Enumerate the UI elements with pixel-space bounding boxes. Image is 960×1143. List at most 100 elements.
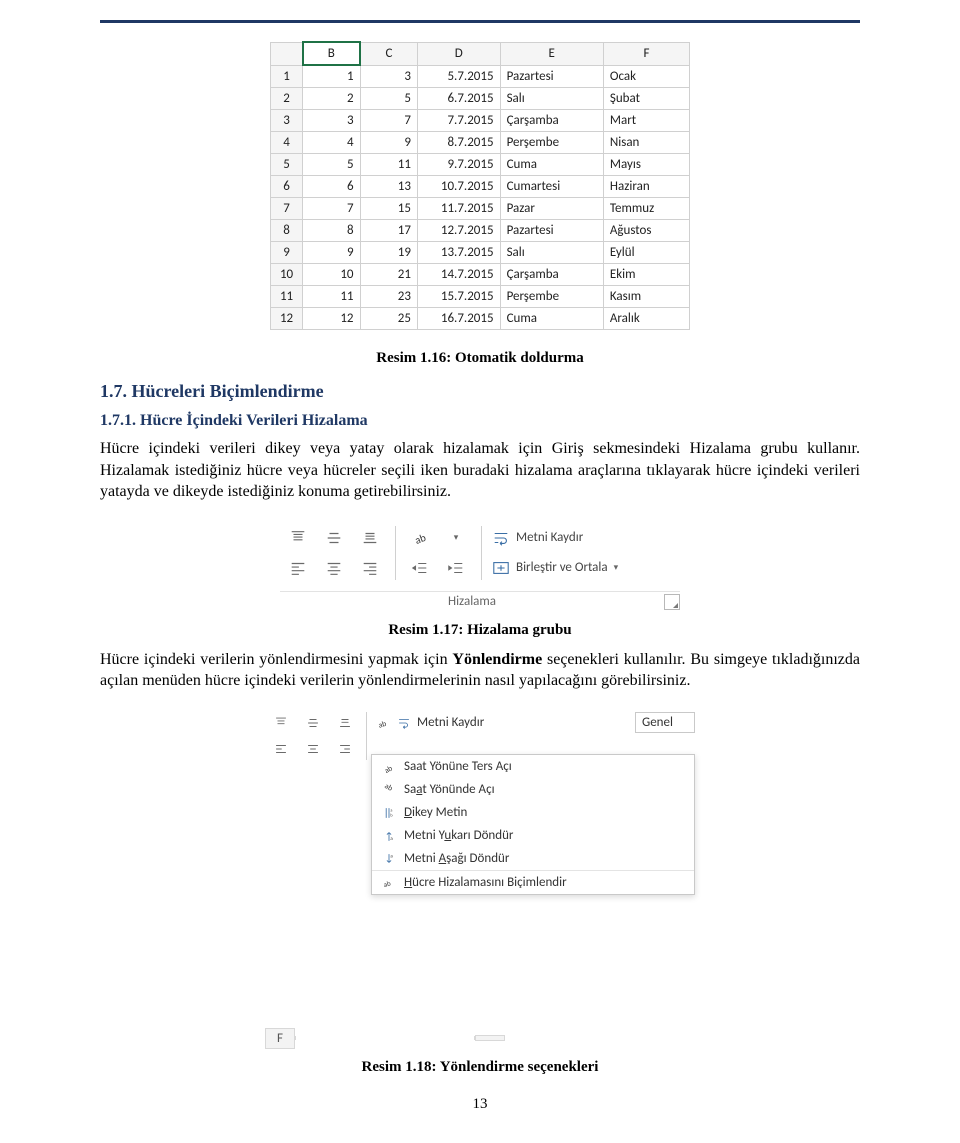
cell[interactable]: 2: [303, 88, 360, 110]
row-header[interactable]: 10: [271, 264, 303, 286]
cell[interactable]: 23: [360, 286, 417, 308]
cell[interactable]: 1: [303, 65, 360, 88]
cell[interactable]: 6.7.2015: [417, 88, 500, 110]
col-header-empty[interactable]: [271, 42, 303, 65]
cell[interactable]: Perşembe: [500, 132, 603, 154]
menu-rotate-down[interactable]: a Metni Aşağı Döndür: [372, 847, 694, 870]
menu-format-cell-alignment[interactable]: ab Hücre Hizalamasını Biçimlendir: [372, 870, 694, 894]
orientation-main-button[interactable]: ab: [371, 716, 395, 730]
orientation-button[interactable]: ab: [402, 525, 438, 551]
cell[interactable]: 8: [303, 220, 360, 242]
cell[interactable]: 25: [360, 308, 417, 330]
cell[interactable]: Haziran: [603, 176, 689, 198]
align-bottom-button-2[interactable]: [329, 716, 361, 730]
cell[interactable]: 7: [303, 198, 360, 220]
cell[interactable]: Salı: [500, 242, 603, 264]
cell[interactable]: 10: [303, 264, 360, 286]
cell[interactable]: 21: [360, 264, 417, 286]
align-left-button-2[interactable]: [265, 742, 297, 756]
row-header[interactable]: 7: [271, 198, 303, 220]
cell[interactable]: 9.7.2015: [417, 154, 500, 176]
align-middle-button-2[interactable]: [297, 716, 329, 730]
cell[interactable]: Cuma: [500, 308, 603, 330]
col-header-F[interactable]: F: [603, 42, 689, 65]
cell[interactable]: 11.7.2015: [417, 198, 500, 220]
cell[interactable]: Eylül: [603, 242, 689, 264]
cell[interactable]: Ekim: [603, 264, 689, 286]
cell[interactable]: 12.7.2015: [417, 220, 500, 242]
cell[interactable]: 8.7.2015: [417, 132, 500, 154]
cell[interactable]: Cuma: [500, 154, 603, 176]
cell[interactable]: Ocak: [603, 65, 689, 88]
cell[interactable]: 10.7.2015: [417, 176, 500, 198]
row-header[interactable]: 12: [271, 308, 303, 330]
menu-angle-ccw[interactable]: ab Saat Yönüne Ters Açı: [372, 755, 694, 778]
cell[interactable]: Ağustos: [603, 220, 689, 242]
cell[interactable]: 5: [303, 154, 360, 176]
menu-angle-cw[interactable]: ab Saat Yönünde Açı: [372, 778, 694, 801]
cell[interactable]: 17: [360, 220, 417, 242]
cell[interactable]: 5: [360, 88, 417, 110]
cell[interactable]: 9: [360, 132, 417, 154]
cell[interactable]: Pazar: [500, 198, 603, 220]
wrap-text-label[interactable]: Metni Kaydır: [514, 530, 680, 545]
row-header[interactable]: 6: [271, 176, 303, 198]
cell[interactable]: 16.7.2015: [417, 308, 500, 330]
decrease-indent-button[interactable]: [402, 555, 438, 581]
row-header[interactable]: 1: [271, 65, 303, 88]
align-bottom-button[interactable]: [352, 525, 388, 551]
cell[interactable]: 11: [303, 286, 360, 308]
align-top-button-2[interactable]: [265, 716, 297, 730]
row-header[interactable]: 4: [271, 132, 303, 154]
row-header[interactable]: 2: [271, 88, 303, 110]
menu-vertical-text[interactable]: ab Dikey Metin: [372, 801, 694, 824]
col-header-B[interactable]: B: [303, 42, 360, 65]
align-center-button-2[interactable]: [297, 742, 329, 756]
increase-indent-button[interactable]: [438, 555, 474, 581]
cell[interactable]: 3: [360, 65, 417, 88]
cell[interactable]: Nisan: [603, 132, 689, 154]
cell[interactable]: 14.7.2015: [417, 264, 500, 286]
cell[interactable]: 7.7.2015: [417, 110, 500, 132]
cell[interactable]: 19: [360, 242, 417, 264]
cell[interactable]: 4: [303, 132, 360, 154]
cell[interactable]: 12: [303, 308, 360, 330]
cell[interactable]: 13: [360, 176, 417, 198]
cell[interactable]: Pazartesi: [500, 220, 603, 242]
row-header[interactable]: 3: [271, 110, 303, 132]
cell[interactable]: Çarşamba: [500, 264, 603, 286]
col-header-D[interactable]: D: [417, 42, 500, 65]
row-header[interactable]: 11: [271, 286, 303, 308]
align-center-button[interactable]: [316, 555, 352, 581]
dialog-launcher-button[interactable]: [664, 594, 680, 610]
orientation-dropdown[interactable]: ▾: [438, 525, 474, 551]
cell[interactable]: Mart: [603, 110, 689, 132]
cell[interactable]: Cumartesi: [500, 176, 603, 198]
cell[interactable]: 11: [360, 154, 417, 176]
cell[interactable]: Perşembe: [500, 286, 603, 308]
cell[interactable]: 6: [303, 176, 360, 198]
cell[interactable]: 9: [303, 242, 360, 264]
row-header[interactable]: 9: [271, 242, 303, 264]
cell[interactable]: Çarşamba: [500, 110, 603, 132]
cell[interactable]: Salı: [500, 88, 603, 110]
cell[interactable]: 13.7.2015: [417, 242, 500, 264]
merge-center-button[interactable]: [488, 555, 514, 581]
align-left-button[interactable]: [280, 555, 316, 581]
col-header-E[interactable]: E: [500, 42, 603, 65]
cell[interactable]: 3: [303, 110, 360, 132]
cell[interactable]: 5.7.2015: [417, 65, 500, 88]
number-format-general[interactable]: Genel: [635, 712, 695, 733]
wrap-text-label-2[interactable]: Metni Kaydır: [395, 715, 635, 730]
col-header-blank-small[interactable]: [475, 1035, 505, 1041]
cell[interactable]: Mayıs: [603, 154, 689, 176]
cell[interactable]: 15.7.2015: [417, 286, 500, 308]
col-header-F-small[interactable]: F: [265, 1028, 295, 1049]
cell[interactable]: Aralık: [603, 308, 689, 330]
row-header[interactable]: 8: [271, 220, 303, 242]
cell[interactable]: Temmuz: [603, 198, 689, 220]
align-right-button-2[interactable]: [329, 742, 361, 756]
row-header[interactable]: 5: [271, 154, 303, 176]
align-top-button[interactable]: [280, 525, 316, 551]
merge-center-label[interactable]: Birleştir ve Ortala ▾: [514, 560, 680, 575]
